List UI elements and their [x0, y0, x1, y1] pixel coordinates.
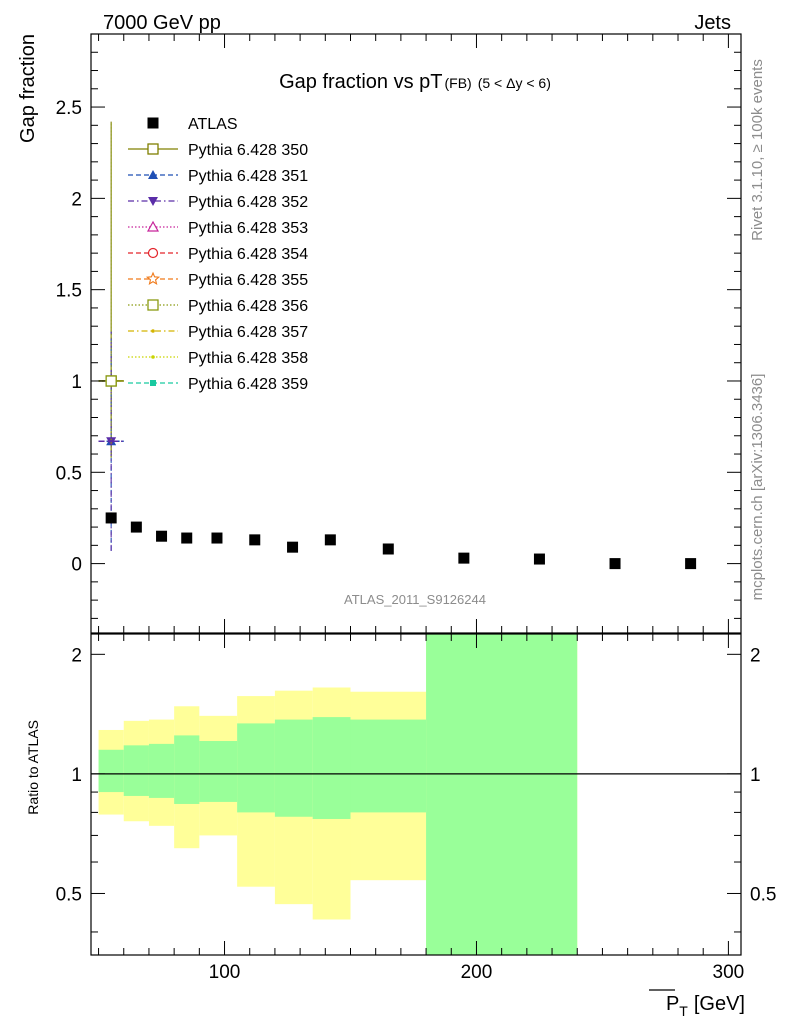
green-band: [98, 749, 124, 793]
main-axes: 0 0.5 1 1.5 2 2.5: [56, 34, 741, 633]
legend-entry: Pythia 6.428 352: [128, 194, 308, 211]
y-tick-label: 2: [71, 645, 82, 666]
green-band: [237, 723, 275, 813]
y-tick-label-right: 1: [750, 765, 761, 786]
legend-entry: ATLAS: [147, 116, 238, 133]
legend-label: Pythia 6.428 358: [188, 350, 308, 367]
legend-label: ATLAS: [188, 116, 238, 133]
legend-marker: [147, 143, 159, 155]
legend-entry: Pythia 6.428 353: [128, 220, 308, 237]
y-tick-label-right: 0.5: [750, 884, 776, 905]
legend-entry: Pythia 6.428 357: [128, 324, 308, 341]
chart-title: Gap fraction vs pT (FB) (5 < Δy < 6): [279, 71, 551, 93]
legend-marker: [151, 329, 155, 333]
rivet-label: Rivet 3.1.10, ≥ 100k events: [749, 59, 766, 241]
atlas-point: [382, 543, 394, 555]
legend-label: Pythia 6.428 350: [188, 142, 308, 159]
legend-entry: Pythia 6.428 350: [128, 142, 308, 159]
x-tick-label: 200: [461, 962, 493, 983]
y-tick-label: 1.5: [56, 281, 82, 302]
green-band: [199, 741, 238, 802]
atlas-point: [609, 558, 621, 570]
green-band: [350, 719, 427, 813]
green-band: [123, 745, 149, 796]
x-tick-label: 100: [209, 962, 241, 983]
legend-label: Pythia 6.428 359: [188, 376, 308, 393]
legend-marker: [151, 355, 155, 359]
process-label: Jets: [694, 12, 731, 34]
y-tick-label: 2.5: [56, 98, 82, 119]
legend-label: Pythia 6.428 353: [188, 220, 308, 237]
main-panel: 0 0.5 1 1.5 2 2.5 Gap fraction vs pT (FB) (5 < …: [56, 33, 742, 634]
analysis-watermark: ATLAS_2011_S9126244: [344, 592, 486, 607]
atlas-point: [458, 552, 470, 564]
ratio-frame: [90, 633, 742, 956]
green-band: [274, 719, 313, 817]
main-data-layer: [98, 121, 697, 570]
bottom-ylabel: Ratio to ATLAS: [25, 720, 41, 815]
x-axis-title: PT [GeV]: [666, 993, 745, 1019]
energy-label: 7000 GeV pp: [103, 12, 221, 34]
legend-marker: [147, 117, 159, 129]
ratio-panel: 100 200 300 0.5 0.5 1 1 2 2: [56, 633, 776, 983]
legend-entry: Pythia 6.428 351: [128, 168, 308, 185]
green-band: [312, 717, 351, 819]
legend-label: Pythia 6.428 355: [188, 272, 308, 289]
y-tick-label: 1: [71, 765, 82, 786]
legend-marker: [150, 380, 156, 386]
legend-marker: [146, 220, 160, 232]
legend-entry: Pythia 6.428 356: [128, 298, 308, 315]
green-band: [148, 743, 175, 798]
y-tick-label: 1: [71, 372, 82, 393]
legend-entry: Pythia 6.428 355: [128, 271, 308, 289]
atlas-point: [533, 553, 545, 565]
legend-label: Pythia 6.428 356: [188, 298, 308, 315]
legend-marker: [147, 299, 159, 311]
atlas-point: [324, 534, 336, 546]
atlas-point: [130, 521, 142, 533]
legend: ATLAS Pythia 6.428 350 Pythia 6.428 351 Pyt…: [128, 116, 308, 393]
y-tick-label: 2: [71, 189, 82, 210]
atlas-point: [105, 512, 117, 524]
ratio-data-layer: [91, 634, 741, 955]
legend-entry: Pythia 6.428 359: [128, 376, 308, 393]
mcplots-label: mcplots.cern.ch [arXiv:1306.3436]: [749, 374, 766, 601]
atlas-point: [249, 534, 261, 546]
y-tick-label: 0: [71, 555, 82, 576]
atlas-point: [156, 530, 168, 542]
y-tick-label: 0.5: [56, 463, 82, 484]
atlas-point: [211, 532, 223, 544]
top-ylabel: Gap fraction: [17, 34, 39, 143]
y-tick-label: 0.5: [56, 884, 82, 905]
atlas-point: [287, 541, 299, 553]
atlas-point: [685, 558, 697, 570]
legend-label: Pythia 6.428 354: [188, 246, 308, 263]
green-band: [174, 735, 200, 804]
legend-marker: [148, 197, 158, 206]
atlas-point: [181, 532, 193, 544]
legend-entry: Pythia 6.428 354: [128, 246, 308, 263]
legend-label: Pythia 6.428 352: [188, 194, 308, 211]
x-tick-label: 300: [713, 962, 745, 983]
legend-marker: [145, 271, 161, 286]
legend-label: Pythia 6.428 351: [188, 168, 308, 185]
legend-entry: Pythia 6.428 358: [128, 350, 308, 367]
y-tick-label-right: 2: [750, 645, 761, 666]
legend-marker: [147, 247, 159, 259]
legend-marker: [148, 170, 158, 179]
ratio-axes: 100 200 300 0.5 0.5 1 1 2 2: [56, 634, 776, 983]
legend-label: Pythia 6.428 357: [188, 324, 308, 341]
main-frame: [90, 33, 742, 634]
green-band: [426, 634, 578, 955]
